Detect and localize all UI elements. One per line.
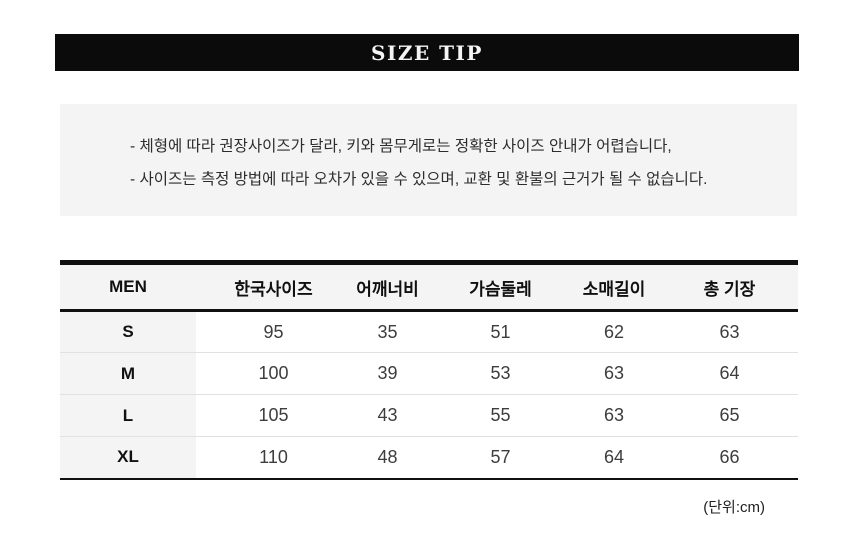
column-header-men: MEN bbox=[60, 262, 196, 312]
value-cell: 110 bbox=[196, 436, 331, 479]
value-cell: 63 bbox=[557, 352, 671, 395]
size-table-header-row: MEN 한국사이즈 어깨너비 가슴둘레 소매길이 총 기장 bbox=[60, 262, 798, 312]
value-cell: 64 bbox=[671, 352, 798, 395]
notice-box: - 체형에 따라 권장사이즈가 달라, 키와 몸무게로는 정확한 사이즈 안내가… bbox=[60, 104, 797, 216]
size-tip-banner: SIZE TIP bbox=[55, 34, 799, 71]
value-cell: 39 bbox=[331, 352, 444, 395]
size-cell: L bbox=[60, 394, 196, 437]
table-row-s: S 95 35 51 62 63 bbox=[60, 310, 798, 353]
value-cell: 63 bbox=[557, 394, 671, 437]
value-cell: 105 bbox=[196, 394, 331, 437]
value-cell: 48 bbox=[331, 436, 444, 479]
column-header-total-length: 총 기장 bbox=[671, 262, 798, 312]
value-cell: 51 bbox=[444, 310, 557, 353]
value-cell: 95 bbox=[196, 310, 331, 353]
value-cell: 57 bbox=[444, 436, 557, 479]
value-cell: 62 bbox=[557, 310, 671, 353]
notice-line-1: - 체형에 따라 권장사이즈가 달라, 키와 몸무게로는 정확한 사이즈 안내가… bbox=[130, 138, 672, 155]
table-row-xl: XL 110 48 57 64 66 bbox=[60, 436, 798, 479]
page-title: SIZE TIP bbox=[371, 40, 483, 65]
value-cell: 66 bbox=[671, 436, 798, 479]
column-header-shoulder: 어깨너비 bbox=[331, 262, 444, 312]
value-cell: 43 bbox=[331, 394, 444, 437]
unit-label: (단위:cm) bbox=[703, 498, 765, 516]
column-header-sleeve: 소매길이 bbox=[557, 262, 671, 312]
column-header-korea-size: 한국사이즈 bbox=[196, 262, 331, 312]
value-cell: 63 bbox=[671, 310, 798, 353]
size-cell: M bbox=[60, 352, 196, 395]
value-cell: 65 bbox=[671, 394, 798, 437]
size-table: MEN 한국사이즈 어깨너비 가슴둘레 소매길이 총 기장 S 95 35 51… bbox=[60, 260, 798, 480]
value-cell: 35 bbox=[331, 310, 444, 353]
value-cell: 64 bbox=[557, 436, 671, 479]
size-cell: XL bbox=[60, 436, 196, 479]
table-row-l: L 105 43 55 63 65 bbox=[60, 394, 798, 437]
value-cell: 55 bbox=[444, 394, 557, 437]
value-cell: 53 bbox=[444, 352, 557, 395]
table-row-m: M 100 39 53 63 64 bbox=[60, 352, 798, 395]
size-cell: S bbox=[60, 310, 196, 353]
value-cell: 100 bbox=[196, 352, 331, 395]
column-header-chest: 가슴둘레 bbox=[444, 262, 557, 312]
notice-line-2: - 사이즈는 측정 방법에 따라 오차가 있을 수 있으며, 교환 및 환불의 … bbox=[130, 171, 708, 188]
